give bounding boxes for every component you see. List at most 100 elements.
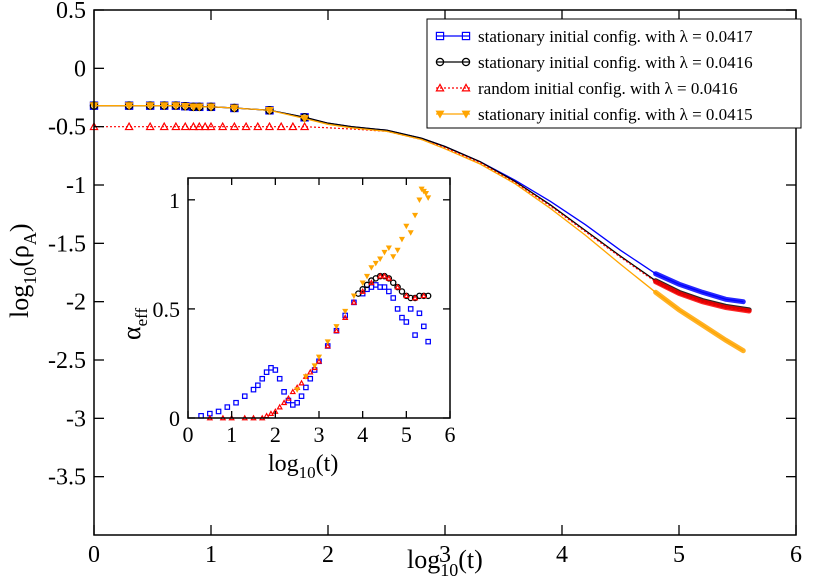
main-data-point: [188, 121, 199, 131]
inset-data-point: [307, 368, 314, 375]
main-data-point: [300, 115, 310, 124]
main-data-point: [171, 121, 181, 131]
main-data-point: [200, 121, 210, 131]
inset-data-point: [285, 394, 292, 401]
main-xtick-label: 1: [205, 542, 217, 568]
inset-ytick-label: 0.5: [153, 297, 181, 322]
inset-data-point: [381, 249, 388, 256]
main-ytick-label: -1: [66, 173, 86, 199]
inset-data-point: [363, 273, 371, 280]
main-data-point: [145, 102, 155, 111]
inset-data-point: [390, 254, 397, 260]
legend-box: [426, 18, 802, 129]
main-plot: 0 1 2 3 4 5 6 0.5 0 -0.5 -1 -1.5 -2 -2.5 -3 -3.5 log10(…: [5, 0, 802, 580]
inset-data-point: [376, 272, 384, 279]
inset-data-point: [411, 294, 419, 301]
inset-data-point: [399, 314, 405, 321]
inset-data-point: [281, 389, 287, 395]
main-data-point: [229, 121, 240, 131]
main-data-point: [265, 106, 274, 115]
legend-label-1: stationary initial config. with λ = 0.04…: [478, 53, 753, 72]
inset-data-point: [386, 288, 392, 295]
inset-data-point: [224, 404, 231, 410]
main-xtick-label: 2: [322, 542, 334, 568]
main-data-point: [288, 121, 298, 131]
inset-data-point: [233, 399, 239, 406]
main-series-dense-tail: [653, 289, 746, 354]
main-ytick-label: -3.5: [48, 465, 86, 491]
inset-data-point: [359, 286, 366, 293]
main-ytick-label: -0.5: [48, 115, 86, 141]
inset-data-point: [315, 354, 323, 361]
inset-data-point: [280, 399, 288, 406]
main-ytick-label: 0: [74, 56, 86, 82]
inset-data-point: [342, 308, 349, 315]
main-xtick-label: 4: [556, 542, 568, 568]
inset-data-point: [407, 230, 414, 236]
main-data-point: [194, 103, 204, 112]
inset-data-point: [359, 280, 366, 286]
legend-marker-0: [435, 31, 445, 41]
inset-series-3: [294, 186, 432, 393]
inset-plot: 0 1 2 3 4 5 6 0 0.5 1 log10(t) αeff: [117, 177, 456, 482]
main-series-dense-tail: [653, 279, 752, 314]
legend-label-2: random initial config. with λ = 0.0416: [478, 79, 738, 98]
inset-data-point: [298, 393, 305, 399]
inset-data-point: [311, 363, 318, 369]
inset-data-point: [390, 295, 397, 301]
main-data-point: [276, 121, 286, 131]
inset-data-point: [350, 298, 358, 305]
legend-marker-2: [461, 83, 471, 92]
inset-xtick-label: 5: [401, 422, 412, 447]
main-data-point: [299, 121, 310, 131]
inset-data-point: [294, 399, 300, 406]
inset-xtick-label: 2: [270, 422, 281, 447]
inset-xtick-label: 4: [357, 422, 368, 447]
main-xtick-label: 0: [88, 542, 100, 568]
inset-data-point: [416, 197, 423, 204]
inset-data-point: [394, 283, 401, 290]
legend-label-0: stationary initial config. with λ = 0.04…: [478, 27, 753, 46]
legend-marker-3: [435, 110, 445, 119]
inset-ytick-label: 1: [169, 188, 180, 213]
inset-data-point: [276, 403, 283, 410]
inset-data-point: [241, 393, 248, 399]
main-data-point: [206, 121, 216, 131]
inset-data-point: [389, 279, 397, 286]
inset-xtick-label: 0: [183, 422, 194, 447]
legend: stationary initial config. with λ = 0.04…: [426, 18, 802, 129]
inset-data-point: [425, 338, 431, 345]
inset-data-point: [372, 260, 379, 267]
inset-data-point: [407, 306, 414, 312]
inset-data-point: [421, 323, 427, 330]
legend-marker-3: [461, 110, 471, 119]
inset-data-point: [381, 284, 388, 290]
inset-data-point: [267, 410, 275, 416]
inset-data-point: [385, 245, 392, 252]
inset-data-point: [377, 256, 384, 262]
inset-xtick-label: 6: [445, 422, 456, 447]
inset-data-point: [250, 386, 257, 393]
inset-data-point: [385, 274, 393, 281]
inset-data-point: [398, 236, 406, 243]
main-xlabel: log10(t): [407, 545, 483, 580]
main-data-point: [180, 102, 190, 111]
inset-data-point: [311, 364, 318, 371]
main-data-point: [206, 103, 216, 112]
inset-data-point: [324, 339, 331, 345]
main-data-point: [159, 121, 169, 131]
inset-data-point: [333, 324, 340, 330]
main-series-line: [94, 105, 744, 352]
inset-data-point: [422, 191, 430, 197]
inset-xlabel: log10(t): [268, 451, 338, 482]
inset-data-point: [333, 327, 340, 334]
legend-label-3: stationary initial config. with λ = 0.04…: [478, 105, 753, 124]
main-data-point: [241, 121, 251, 131]
inset-data-point: [324, 342, 331, 349]
main-data-point: [218, 121, 228, 131]
main-ytick-label: -1.5: [48, 231, 86, 257]
inset-data-point: [420, 292, 428, 299]
inset-data-point: [412, 212, 419, 219]
main-ytick-label: -3: [66, 406, 86, 432]
inset-data-point: [381, 272, 388, 279]
